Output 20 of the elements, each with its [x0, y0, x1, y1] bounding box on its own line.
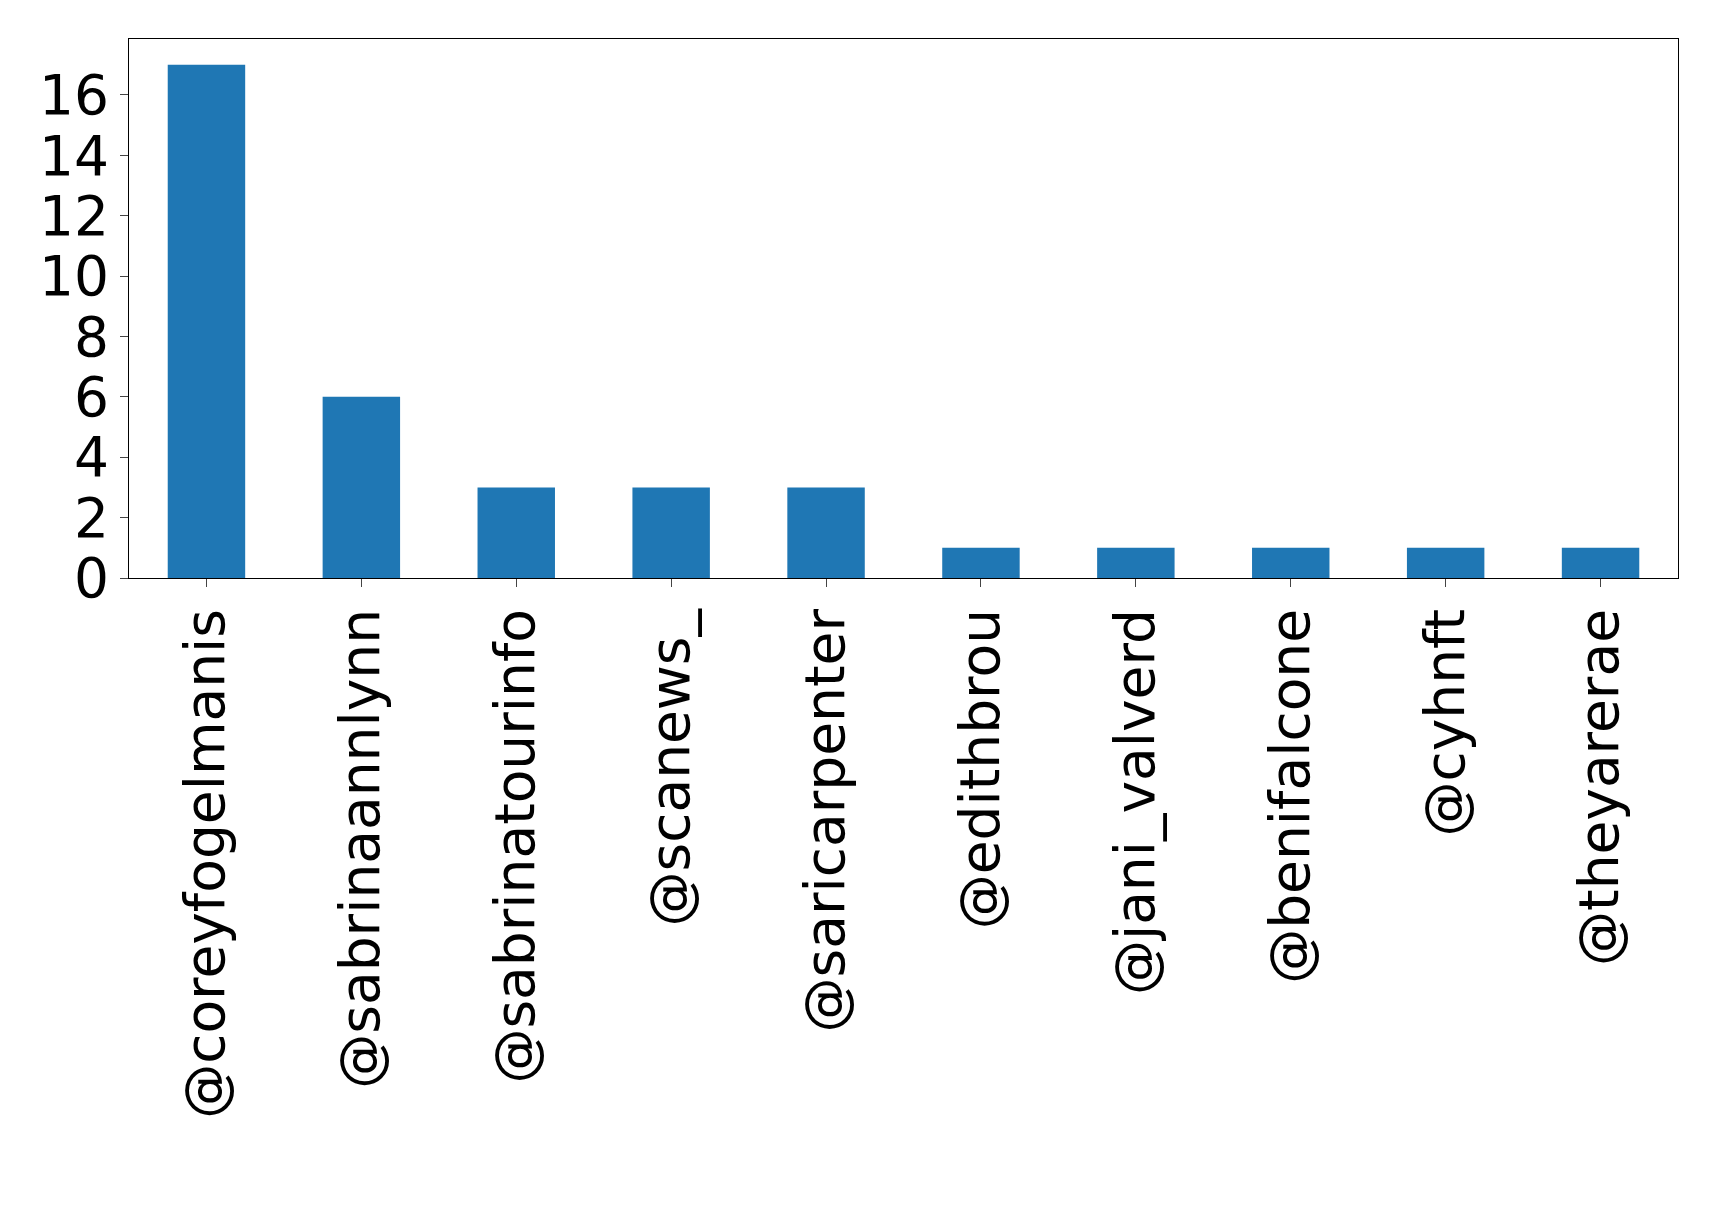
x-tick-label: @benifalcone	[1257, 609, 1322, 984]
bar	[167, 64, 246, 578]
bar	[1406, 547, 1485, 578]
bar	[1561, 547, 1640, 578]
bar	[787, 487, 865, 578]
x-tick-label: @cyhnft	[1412, 609, 1477, 837]
x-tick-label: @coreyfogelmanis	[173, 609, 238, 1119]
bar	[1097, 547, 1175, 578]
x-tick-label: @theyarerae	[1567, 609, 1632, 966]
x-tick-label: @saricarpenter	[792, 608, 857, 1033]
x-tick-label: @edithbrou	[947, 609, 1012, 930]
x-tick-label: @jani_valverd	[1102, 609, 1167, 996]
bar	[942, 547, 1020, 578]
bar	[322, 396, 401, 578]
bar	[477, 487, 555, 578]
x-tick-label: @sabrinatourinfo	[483, 609, 548, 1084]
bar	[632, 487, 710, 578]
bar	[1252, 547, 1330, 578]
x-tick-label: @scanews_	[638, 607, 703, 927]
x-tick-label: @sabrinaannlynn	[328, 609, 393, 1089]
